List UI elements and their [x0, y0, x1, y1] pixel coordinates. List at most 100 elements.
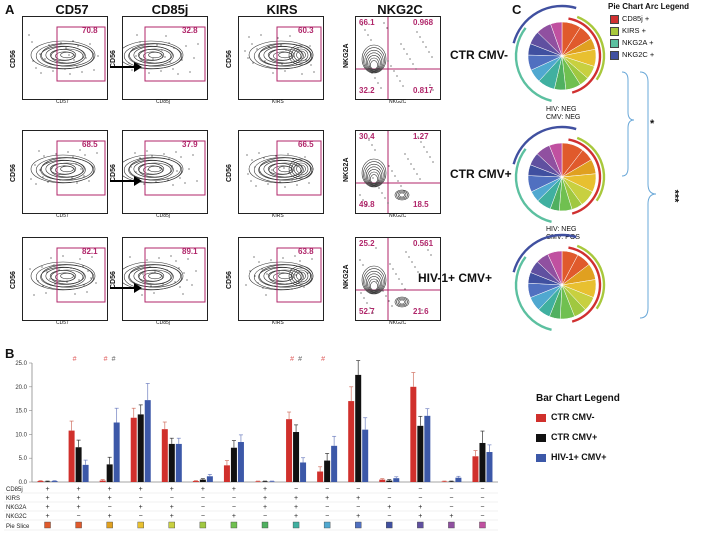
- event-dot: [391, 170, 393, 172]
- contour-line: [41, 157, 93, 181]
- event-dot: [158, 257, 160, 259]
- contour-line: [268, 48, 302, 64]
- bar-legend-swatch: [536, 453, 546, 462]
- event-dot: [134, 152, 136, 154]
- event-dot: [395, 273, 397, 275]
- event-dot: [80, 168, 82, 170]
- event-dot: [185, 45, 187, 47]
- flow-plot-kirs-row1: [238, 16, 324, 100]
- contour-line: [35, 157, 95, 183]
- contour-line: [367, 55, 381, 71]
- row-label-3: NKG2A: [6, 505, 26, 511]
- event-dot: [189, 71, 191, 73]
- event-dot: [160, 70, 162, 72]
- sign-cell: +: [170, 513, 174, 520]
- event-dot: [36, 46, 38, 48]
- event-dot: [38, 150, 40, 152]
- contour-line: [45, 46, 85, 64]
- event-dot: [149, 266, 151, 268]
- event-dot: [399, 80, 401, 82]
- contour-line: [291, 267, 311, 285]
- pie-legend-swatch: [610, 26, 619, 36]
- event-dot: [49, 278, 51, 280]
- x-axis-label-nkg2c-row3: NKG2C: [389, 320, 407, 326]
- event-dot: [420, 141, 422, 143]
- event-dot: [48, 44, 50, 46]
- event-dot: [59, 179, 61, 181]
- event-dot: [64, 68, 66, 70]
- event-dot: [432, 161, 434, 163]
- event-dot: [78, 279, 80, 281]
- flow-plot-cd85j-row3: [122, 237, 208, 321]
- event-dot: [135, 171, 137, 173]
- contour-line: [263, 160, 303, 178]
- flow-plot-canvas: [123, 26, 206, 82]
- event-dot: [147, 169, 149, 171]
- event-dot: [410, 163, 412, 165]
- event-dot: [50, 257, 52, 259]
- y-tick-label: 15.0: [15, 409, 27, 415]
- bar-2-3: [106, 464, 113, 482]
- x-axis-label-kirs-row2: KIRS: [272, 213, 284, 219]
- sign-cell: −: [325, 504, 329, 511]
- event-dot: [44, 58, 46, 60]
- event-dot: [400, 185, 402, 187]
- contour-line: [129, 157, 181, 181]
- contour-line: [364, 49, 384, 73]
- pie-legend-label: KIRS +: [622, 26, 646, 35]
- contour-line: [128, 159, 174, 181]
- contour-line: [55, 165, 75, 175]
- contour-line: [137, 49, 165, 61]
- contour-line: [30, 40, 96, 70]
- pie-slice-swatch: [386, 521, 393, 529]
- event-dot: [284, 186, 286, 188]
- pie-slice-swatch: [417, 521, 424, 529]
- contour-line: [55, 51, 75, 61]
- event-dot: [254, 166, 256, 168]
- contour-line: [55, 272, 75, 282]
- bar-3-6: [206, 476, 213, 482]
- event-dot: [87, 270, 89, 272]
- sign-cell: −: [108, 504, 112, 511]
- sign-cell: +: [294, 504, 298, 511]
- x-axis-label-nkg2c-row2: NKG2C: [389, 213, 407, 219]
- contour-line: [128, 45, 174, 67]
- contour-line: [138, 162, 172, 178]
- event-dot: [307, 272, 309, 274]
- event-dot: [393, 70, 395, 72]
- event-dot: [79, 258, 81, 260]
- event-dot: [363, 297, 365, 299]
- sign-cell: −: [387, 495, 391, 502]
- event-dot: [258, 261, 260, 263]
- arrow-head: [134, 283, 142, 293]
- pie-legend-cd85j: CD85j +: [610, 14, 649, 24]
- flow-plot-canvas: [244, 26, 322, 82]
- x-axis-label-cd57-row3: CD57: [56, 320, 69, 326]
- event-dot: [71, 177, 73, 179]
- event-dot: [139, 157, 141, 159]
- event-dot: [288, 56, 290, 58]
- gate-rectangle: [56, 247, 106, 303]
- pie-legend-label: NKG2C +: [622, 50, 655, 59]
- sign-cell: −: [170, 495, 174, 502]
- event-dot: [81, 71, 83, 73]
- event-dot: [424, 244, 426, 246]
- event-dot: [369, 307, 371, 309]
- event-dot: [299, 260, 301, 262]
- event-dot: [155, 181, 157, 183]
- contour-line: [253, 264, 313, 290]
- event-dot: [262, 287, 264, 289]
- contour-line: [370, 174, 378, 184]
- event-dot: [382, 290, 384, 292]
- event-dot: [359, 259, 361, 261]
- pie-legend-swatch: [610, 50, 619, 60]
- event-dot: [267, 183, 269, 185]
- event-dot: [163, 153, 165, 155]
- event-dot: [366, 302, 368, 304]
- event-dot: [304, 156, 306, 158]
- bar-1-9: [286, 419, 293, 482]
- bar-3-12: [393, 478, 400, 482]
- significance-mark: #: [321, 356, 325, 363]
- pie-group-label-1: CTR CMV-: [450, 48, 508, 62]
